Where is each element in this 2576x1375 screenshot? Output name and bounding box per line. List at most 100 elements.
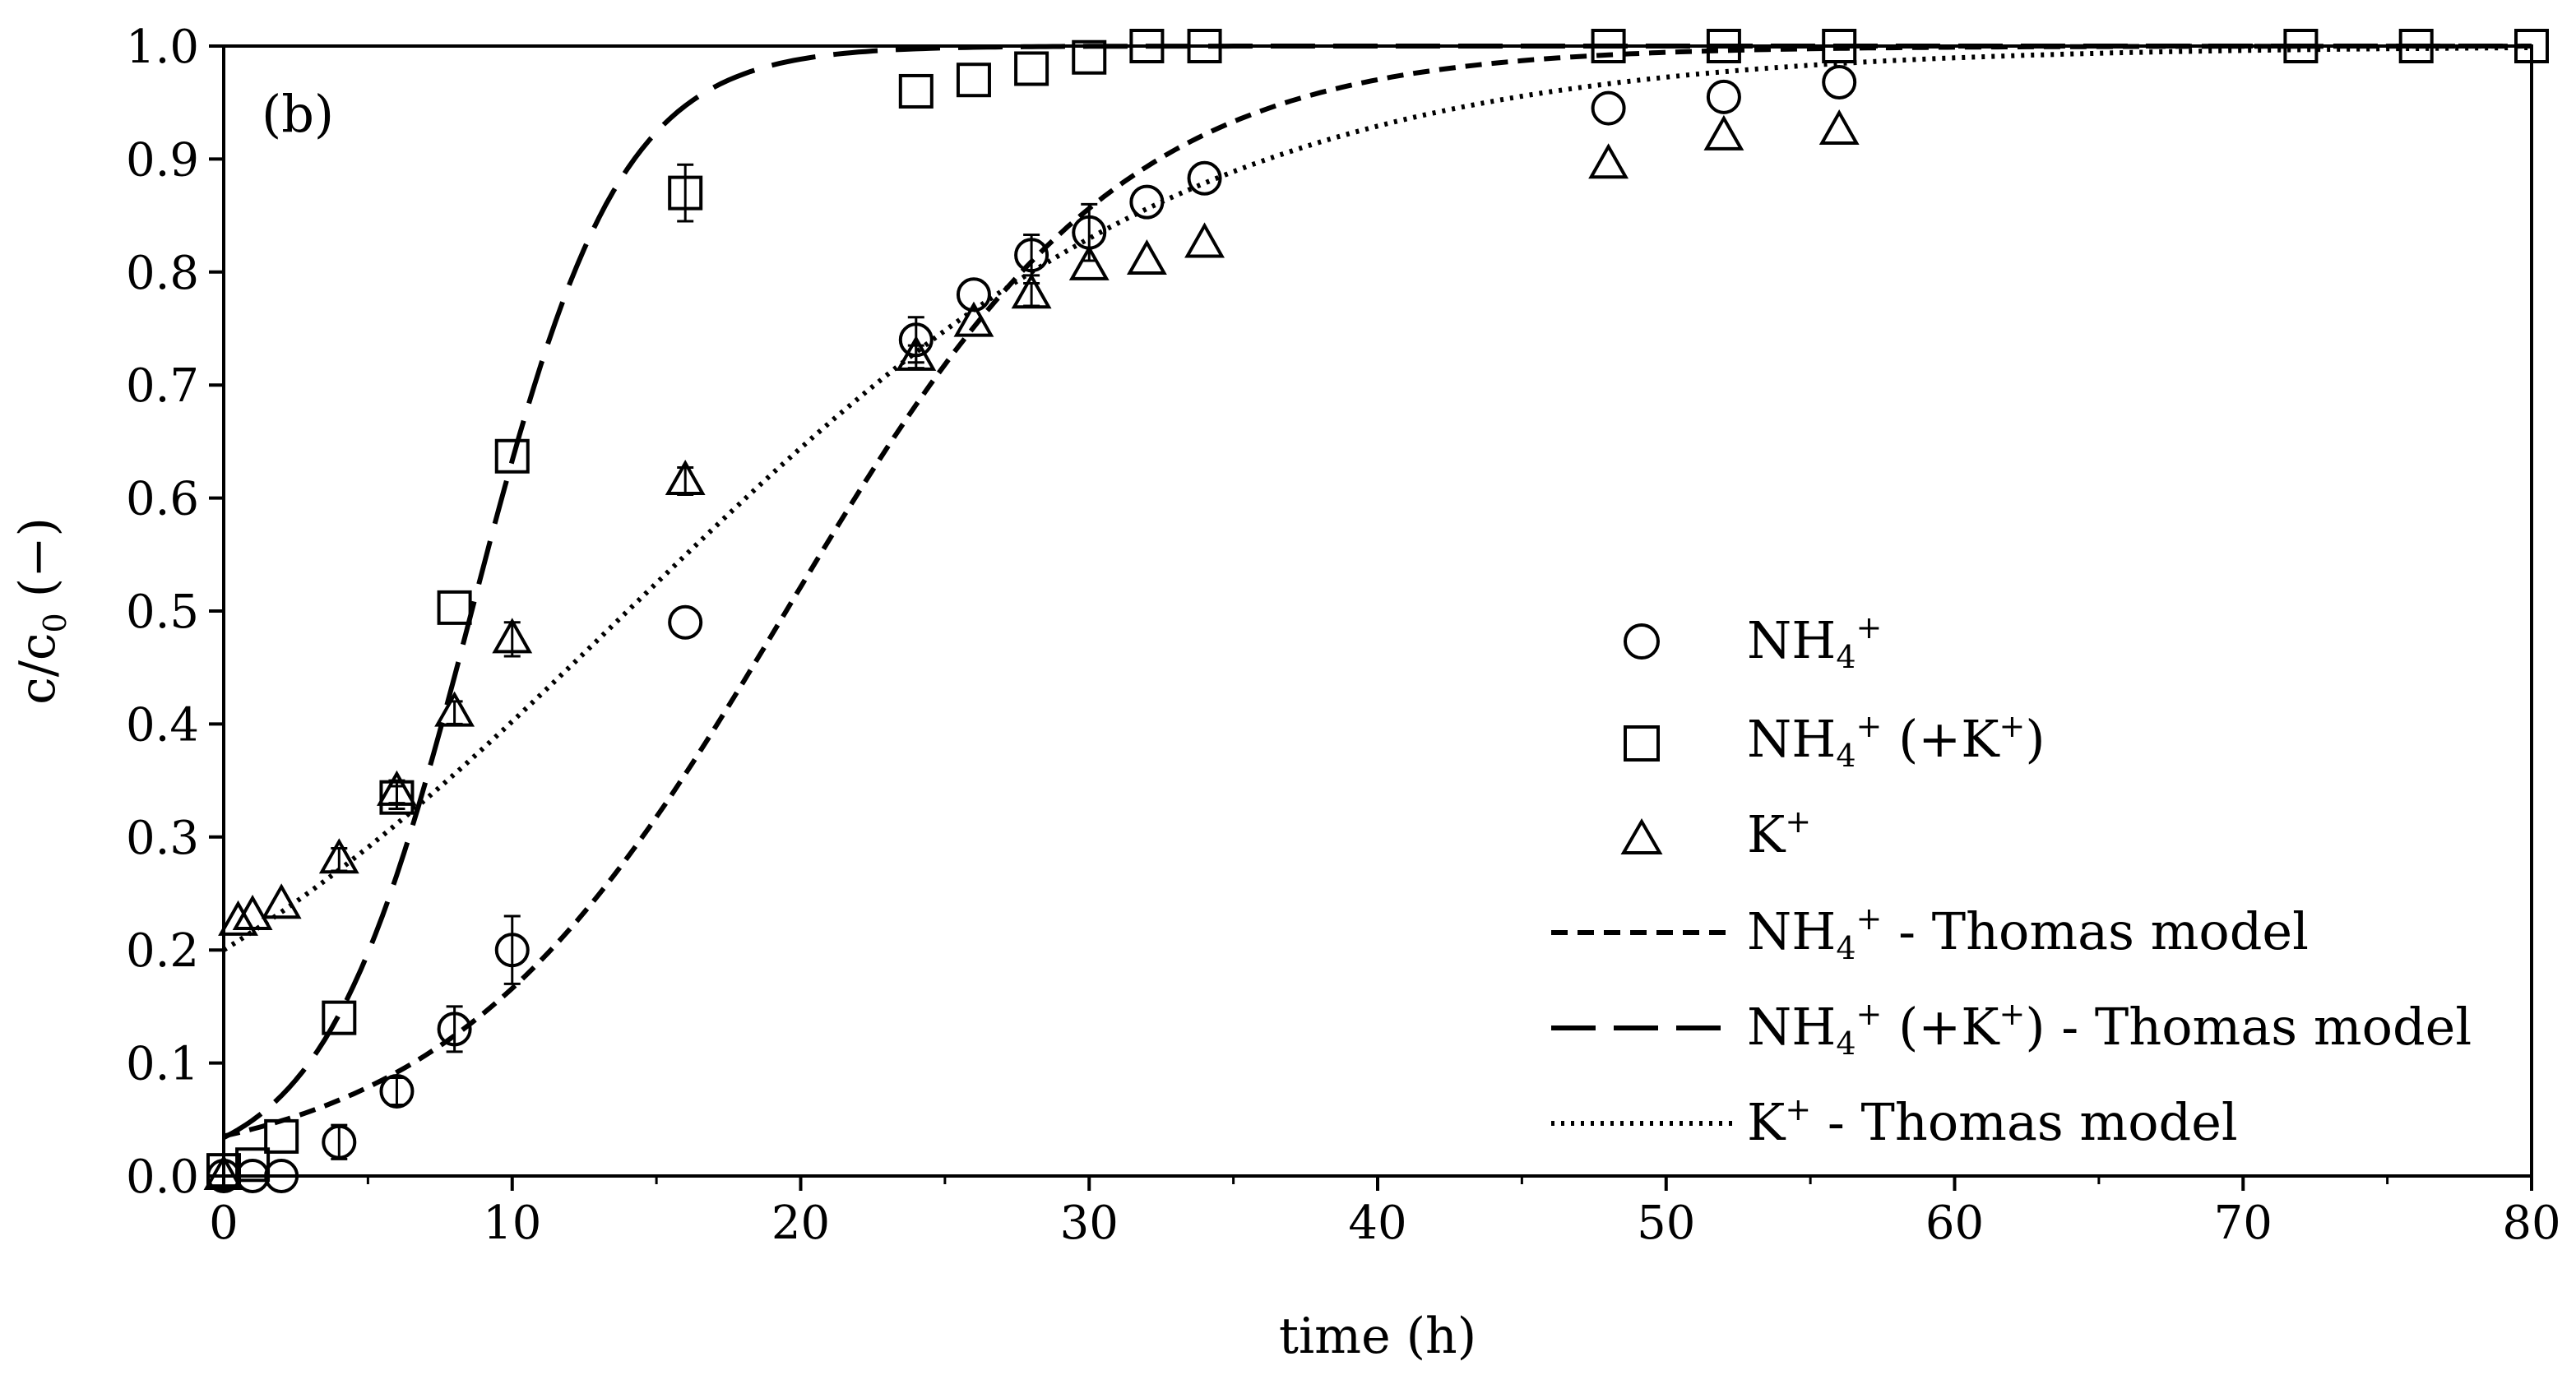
legend-5-sup: + [1785, 1091, 1811, 1127]
y-axis-title-suffix: (−) [9, 517, 67, 613]
point-circle [379, 1073, 415, 1109]
point-circle [1591, 90, 1626, 126]
axis-ticks: 0 10 20 30 40 50 60 70 80 0.0 0.1 0.2 0.3 0.4 0.5 0.6 0.… [126, 21, 2561, 1250]
x-tick-label: 30 [1060, 1197, 1119, 1250]
legend-label-nh4-k: NH4+ (+K+) [1747, 708, 2046, 774]
legend-4-tail: (+K [1882, 997, 2000, 1057]
y-tick-label: 0.5 [126, 586, 199, 639]
x-tick-label: 70 [2214, 1197, 2273, 1250]
point-triangle [896, 335, 937, 371]
point-circle [956, 277, 991, 312]
legend-3-main: NH [1747, 901, 1836, 961]
y-tick-label: 0.1 [126, 1038, 199, 1091]
y-tick-label: 0.4 [126, 698, 199, 752]
point-square [264, 1118, 299, 1154]
legend-label-nh4-k-model: NH4+ (+K+) - Thomas model [1747, 996, 2472, 1062]
point-triangle [1818, 109, 1860, 146]
legend-1-tail2: ) [2025, 709, 2045, 769]
x-tick-label: 80 [2502, 1197, 2560, 1250]
point-circle [1822, 64, 1857, 100]
legend: NH4+ NH4+ (+K+) K+ NH4+ - Thomas model N… [1551, 609, 2472, 1152]
model-curve-dotted [222, 45, 2532, 952]
legend-0-sup: + [1856, 609, 1883, 646]
point-square [1591, 29, 1626, 63]
point-triangle [261, 883, 302, 919]
legend-0-main: NH [1747, 610, 1836, 670]
y-tick-label: 0.6 [126, 473, 199, 526]
legend-2-main: K [1747, 804, 1786, 864]
point-triangle [218, 900, 258, 936]
point-triangle [1068, 244, 1110, 280]
series-circle [206, 64, 1857, 1193]
point-triangle [1703, 114, 1744, 150]
point-square [898, 73, 934, 109]
point-circle [264, 1159, 299, 1193]
point-square [437, 590, 472, 625]
point-triangle [1011, 273, 1052, 309]
point-square [494, 438, 530, 474]
legend-4-sup: + [1856, 996, 1883, 1032]
point-triangle [953, 301, 994, 337]
point-triangle [377, 770, 417, 806]
legend-4-sup2: + [1999, 996, 2026, 1032]
point-square [2398, 29, 2434, 63]
legend-5-tail: - Thomas model [1811, 1092, 2238, 1152]
point-circle [1129, 184, 1165, 220]
y-tick-label: 0.8 [126, 247, 199, 300]
legend-2-sup: + [1785, 803, 1811, 840]
point-triangle [665, 459, 706, 495]
point-triangle [318, 838, 359, 874]
legend-1-sup: + [1856, 708, 1883, 744]
legend-4-main: NH [1747, 997, 1836, 1057]
legend-1-sup2: + [1999, 708, 2026, 744]
legend-3-tail: - Thomas model [1882, 901, 2309, 961]
point-square [1129, 29, 1165, 63]
y-tick-label: 0.7 [126, 359, 199, 413]
legend-label-nh4-model: NH4+ - Thomas model [1747, 900, 2309, 966]
point-square [1706, 29, 1741, 63]
panel-label: (b) [262, 84, 334, 144]
point-square [1187, 29, 1222, 63]
legend-label-k: K+ [1747, 803, 1811, 864]
data-points [203, 29, 2549, 1193]
model-curves [222, 44, 2532, 1140]
legend-5-main: K [1747, 1092, 1786, 1152]
point-circle [1014, 238, 1049, 273]
x-tick-label: 10 [483, 1197, 541, 1250]
legend-label-k-model: K+ - Thomas model [1747, 1091, 2238, 1152]
point-square [956, 62, 991, 98]
y-tick-label: 0.3 [126, 812, 199, 865]
point-square [1014, 51, 1049, 86]
point-circle [1706, 79, 1741, 114]
legend-4-tail2: ) - Thomas model [2025, 997, 2472, 1057]
legend-4-sub: 4 [1836, 1025, 1856, 1062]
model-curve-long-dash [222, 44, 2532, 1140]
point-circle [322, 1124, 357, 1160]
x-axis-title: time (h) [1279, 1308, 1476, 1365]
y-tick-label: 1.0 [126, 21, 199, 74]
legend-triangle-marker [1620, 818, 1663, 854]
legend-circle-marker [1624, 623, 1660, 660]
y-axis-title-main: c/c [9, 632, 67, 704]
x-tick-label: 20 [771, 1197, 830, 1250]
legend-1-tail: (+K [1882, 709, 2000, 769]
x-tick-label: 50 [1637, 1197, 1695, 1250]
point-square [1072, 39, 1107, 75]
legend-3-sub: 4 [1836, 930, 1856, 966]
point-circle [668, 604, 703, 640]
point-triangle [203, 1154, 244, 1190]
y-tick-label: 0.9 [126, 133, 199, 187]
point-triangle [1184, 222, 1225, 258]
y-tick-label: 0.0 [126, 1150, 199, 1204]
point-square [322, 1000, 357, 1035]
legend-1-sub: 4 [1836, 738, 1856, 774]
point-circle [494, 933, 530, 968]
point-triangle [232, 894, 273, 930]
y-axis-title-subscript: 0 [37, 613, 73, 632]
point-triangle [492, 618, 533, 654]
legend-1-main: NH [1747, 709, 1836, 769]
y-axis-title: c/c0 (−) [9, 517, 73, 705]
series-triangle [203, 109, 1860, 1190]
point-square [668, 175, 703, 211]
